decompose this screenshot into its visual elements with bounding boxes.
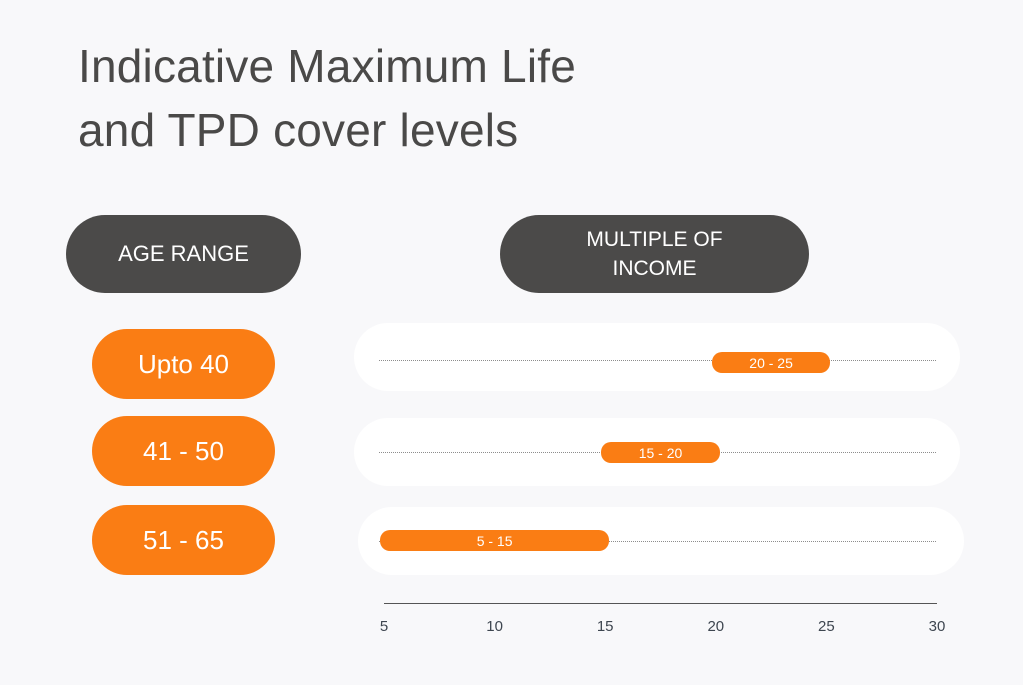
x-tick-label: 25 xyxy=(818,618,835,635)
page-title: Indicative Maximum Life and TPD cover le… xyxy=(78,34,576,162)
title-line-1: Indicative Maximum Life xyxy=(78,40,576,92)
age-pill-upto-40: Upto 40 xyxy=(92,329,275,399)
age-pill-label: 41 - 50 xyxy=(143,435,224,466)
x-tick-label: 30 xyxy=(928,618,946,635)
range-bar-41-50: 15 - 20 xyxy=(601,442,720,463)
x-tick-label: 20 xyxy=(707,618,725,635)
track-dotted-line xyxy=(379,541,936,542)
x-tick-label: 10 xyxy=(486,618,503,635)
age-pill-label: Upto 40 xyxy=(137,348,230,379)
age-pill-51-65: 51 - 65 xyxy=(92,505,275,575)
multiple-header-line-2: INCOME xyxy=(612,257,697,280)
x-tick-label: 15 xyxy=(596,618,614,635)
range-bar-label: 5 - 15 xyxy=(476,532,513,549)
range-bar-label: 20 - 25 xyxy=(749,354,793,371)
range-bar-label: 15 - 20 xyxy=(638,444,683,461)
multiple-header-line-1: MULTIPLE OF xyxy=(586,228,723,251)
age-pill-label: 51 - 65 xyxy=(143,524,224,555)
age-pill-41-50: 41 - 50 xyxy=(92,416,275,486)
x-axis-line xyxy=(384,603,937,604)
x-tick-label: 5 xyxy=(379,618,389,635)
multiple-of-income-header: MULTIPLE OF INCOME xyxy=(500,215,809,293)
age-range-header-label: AGE RANGE xyxy=(118,241,249,266)
track-dotted-line xyxy=(379,360,936,361)
age-range-header: AGE RANGE xyxy=(66,215,301,293)
range-bar-51-65: 5 - 15 xyxy=(380,530,610,551)
range-bar-upto-40: 20 - 25 xyxy=(711,352,831,373)
title-line-2: and TPD cover levels xyxy=(78,104,519,156)
range-track-upto-40 xyxy=(354,323,960,391)
